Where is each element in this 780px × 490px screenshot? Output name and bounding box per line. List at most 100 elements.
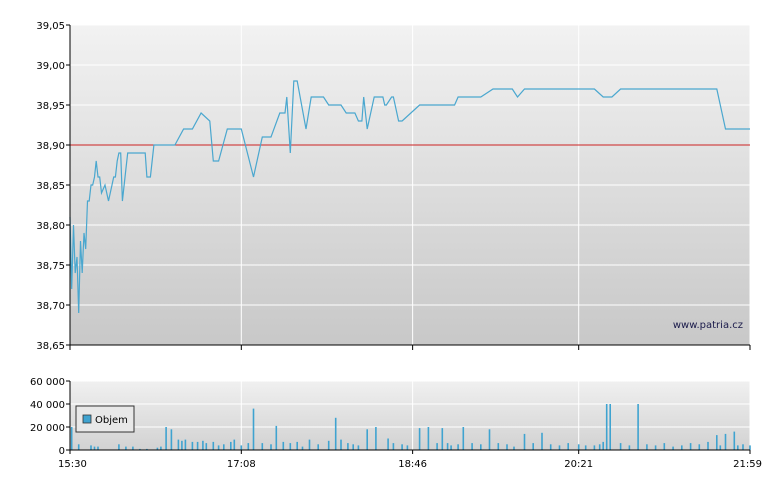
- volume-bar: [240, 445, 243, 450]
- price-y-tick-label: 38,75: [36, 261, 65, 272]
- volume-bar: [191, 441, 194, 450]
- volume-bar: [619, 443, 622, 450]
- volume-bar: [637, 404, 639, 450]
- volume-bar: [707, 441, 709, 450]
- volume-y-axis: 0 20 000 40 000 60 000: [30, 377, 70, 457]
- volume-bar: [567, 443, 569, 450]
- volume-y-tick-label: 60 000: [30, 377, 65, 388]
- volume-bar: [716, 435, 718, 450]
- volume-bar: [733, 431, 736, 450]
- volume-bar: [446, 443, 449, 450]
- volume-bar: [480, 444, 482, 451]
- volume-bar: [584, 445, 587, 450]
- volume-bar: [357, 445, 360, 450]
- volume-bar: [146, 448, 148, 450]
- volume-bar: [289, 443, 292, 450]
- volume-bar: [202, 440, 204, 450]
- volume-bar: [719, 445, 722, 450]
- volume-bar: [375, 427, 377, 450]
- volume-bar: [598, 444, 601, 451]
- volume-bar: [366, 429, 368, 450]
- volume-bar: [418, 428, 421, 450]
- volume-bar: [737, 445, 739, 450]
- x-tick-label: 17:08: [227, 459, 256, 470]
- volume-bar: [609, 404, 611, 450]
- volume-bar: [401, 444, 403, 451]
- legend-swatch: [82, 414, 92, 424]
- volume-bar: [212, 441, 215, 450]
- volume-bar: [90, 445, 92, 450]
- watermark: www.patria.cz: [673, 320, 743, 331]
- volume-bar: [698, 444, 701, 451]
- volume-bar: [77, 444, 80, 451]
- price-y-tick-label: 38,95: [36, 101, 65, 112]
- volume-bar: [347, 443, 349, 450]
- price-panel: 38,65 38,70 38,75 38,80 38,85 38,90 38,95 39,00…: [36, 21, 751, 352]
- volume-bar: [646, 444, 648, 451]
- price-series-line: [69, 80, 750, 314]
- legend: Objem: [75, 405, 135, 433]
- volume-panel: 0 20 000 40 000 60 000 15:30 17:08 18:46 20:21…: [30, 377, 762, 470]
- price-y-tick-label: 38,80: [36, 221, 65, 232]
- price-y-tick-label: 38,85: [36, 181, 65, 192]
- volume-bar: [471, 443, 473, 450]
- volume-bar: [689, 443, 692, 450]
- volume-bar: [497, 443, 500, 450]
- volume-bar: [523, 433, 526, 450]
- volume-bar: [247, 443, 250, 450]
- volume-bar: [334, 417, 337, 450]
- volume-y-tick-label: 40 000: [30, 400, 65, 411]
- volume-bar: [340, 439, 342, 450]
- volume-bar: [462, 427, 465, 450]
- volume-bar: [602, 441, 604, 450]
- volume-bar: [724, 433, 727, 450]
- volume-bar: [749, 445, 751, 450]
- volume-bar: [156, 447, 159, 450]
- volume-bar: [441, 428, 444, 450]
- volume-bar: [223, 444, 225, 451]
- volume-y-tick-label: 20 000: [30, 423, 65, 434]
- volume-bar: [577, 444, 580, 451]
- price-y-tick-label: 38,65: [36, 341, 65, 352]
- volume-bar: [118, 444, 120, 451]
- volume-bar: [252, 408, 255, 450]
- volume-bar: [308, 439, 311, 450]
- volume-bar: [549, 444, 552, 451]
- volume-bar: [450, 445, 452, 450]
- volume-bar: [628, 445, 631, 450]
- volume-bar: [184, 439, 187, 450]
- volume-bar: [301, 446, 304, 450]
- volume-bar: [427, 427, 430, 450]
- volume-bar: [387, 438, 389, 450]
- volume-bar: [230, 441, 232, 450]
- volume-bar: [139, 448, 141, 450]
- volume-bar: [97, 446, 99, 450]
- volume-bar: [125, 446, 127, 450]
- volume-bar: [270, 444, 272, 451]
- volume-bar: [605, 404, 608, 450]
- volume-bar: [132, 446, 134, 450]
- volume-bar: [558, 445, 561, 450]
- price-y-tick-label: 39,05: [36, 21, 65, 32]
- volume-bar: [352, 444, 354, 451]
- volume-bars: [70, 404, 751, 451]
- volume-bar: [436, 443, 438, 450]
- volume-bar: [233, 439, 236, 450]
- x-tick-label: 20:21: [564, 459, 593, 470]
- volume-bar: [165, 427, 167, 450]
- volume-bar: [457, 444, 459, 451]
- volume-bar: [196, 441, 199, 450]
- volume-bar: [181, 440, 183, 450]
- volume-bar: [317, 444, 319, 451]
- volume-bar: [327, 440, 330, 450]
- price-y-tick-label: 38,70: [36, 301, 65, 312]
- volume-bar: [93, 446, 96, 450]
- volume-bar: [593, 445, 596, 450]
- volume-bar: [282, 441, 285, 450]
- price-y-axis: 38,65 38,70 38,75 38,80 38,85 38,90 38,95 39,00…: [36, 21, 70, 352]
- volume-bar: [406, 445, 409, 450]
- volume-bar: [532, 443, 534, 450]
- volume-bar: [663, 443, 666, 450]
- volume-bar: [177, 439, 180, 450]
